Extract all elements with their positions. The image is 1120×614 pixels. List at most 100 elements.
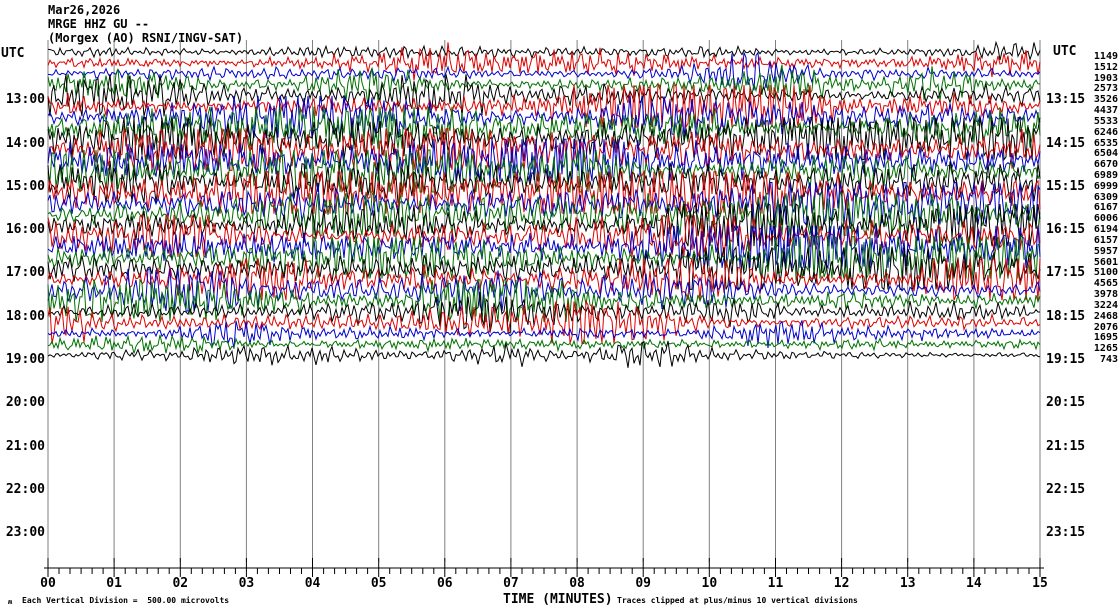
trace-row-1200 [47,40,1041,62]
amplitude-value: 6999 [1093,180,1118,192]
utc-header-right: UTC [1053,44,1077,59]
right-time-label: 21:15 [1046,438,1086,454]
left-time-label: 20:00 [5,395,45,411]
left-time-label: 18:00 [5,308,45,324]
amplitude-value: 6194 [1093,224,1118,236]
trace-lines [47,40,1041,368]
trace-row-1445 [47,149,1041,194]
left-time-label: 22:00 [5,481,45,497]
amplitude-value: 6157 [1093,234,1118,246]
header-station: MRGE HHZ GU -- [48,17,150,31]
amplitude-value: 5957 [1093,245,1118,257]
right-time-label: 23:15 [1046,525,1086,541]
x-tick-label: 02 [172,576,189,591]
x-tick-label: 01 [106,576,122,591]
amplitude-value: 3978 [1093,289,1118,301]
amplitude-value: 6535 [1093,137,1118,149]
right-time-label: 16:15 [1046,222,1086,238]
amplitude-value: 2076 [1093,321,1118,333]
left-time-label: 13:00 [5,92,45,108]
header-location: (Morgex (AO) RSNI/INGV-SAT) [48,31,244,45]
trace-row-1400 [47,116,1041,162]
amplitude-value: 6504 [1093,148,1118,160]
amplitude-value: 4565 [1093,278,1118,290]
right-time-label: 13:15 [1046,92,1086,108]
right-time-label: 19:15 [1046,351,1086,367]
trace-row-1845 [47,334,1041,354]
right-time-label: 14:15 [1046,135,1086,151]
left-time-label: 15:00 [5,178,45,194]
clip-note: Traces clipped at plus/minus 10 vertical… [617,596,858,605]
left-time-label: 14:00 [5,135,45,151]
trace-row-1900 [47,340,1041,368]
amplitude-value: 1695 [1093,332,1118,344]
corner-mark: ʍ [8,598,13,606]
x-tick-label: 04 [304,576,321,591]
amplitude-value: 6246 [1093,126,1118,138]
x-tick-label: 10 [701,576,718,591]
left-time-label: 17:00 [5,265,45,281]
trace-row-1345 [47,106,1041,150]
amplitude-value: 1149 [1093,51,1118,62]
x-tick-label: 11 [767,576,784,591]
trace-row-1300 [47,74,1041,117]
x-tick-label: 08 [569,576,585,591]
trace-row-1730 [47,268,1041,312]
trace-row-1415 [47,127,1041,173]
amplitude-value: 1903 [1093,72,1118,84]
amplitude-value: 6309 [1093,191,1118,203]
utc-header-left: UTC [1,46,25,61]
right-time-label: 20:15 [1046,395,1086,411]
x-tick-label: 07 [503,576,519,591]
amplitude-value: 743 [1099,353,1118,365]
header-date: Mar26,2026 [48,3,121,17]
trace-row-1545 [47,192,1041,236]
amplitude-value: 6989 [1093,170,1118,182]
x-tick-label: 14 [966,576,982,591]
x-axis-title: TIME (MINUTES) [503,592,613,607]
amplitude-value: 2573 [1093,83,1118,95]
x-tick-label: 15 [1032,576,1048,591]
trace-row-1430 [47,138,1041,183]
trace-row-1315 [47,84,1041,129]
amplitude-value: 6006 [1093,213,1118,225]
amplitude-value: 3526 [1093,94,1118,106]
trace-row-1615 [47,213,1041,258]
trace-row-1800 [48,291,1040,334]
x-tick-label: 09 [635,576,652,591]
trace-row-1645 [47,235,1041,281]
trace-row-1530 [47,182,1041,226]
x-tick-label: 12 [833,576,850,591]
amplitude-value: 5533 [1093,115,1118,127]
amplitude-value: 1512 [1093,61,1118,73]
amplitude-value: 1265 [1093,343,1118,355]
trace-row-1600 [47,202,1041,248]
x-axis-ruler [44,558,1044,577]
right-time-label: 17:15 [1046,265,1086,281]
x-tick-label: 06 [436,576,453,591]
trace-row-1215 [47,42,1041,81]
trace-row-1245 [47,64,1041,106]
trace-row-1230 [48,51,1041,91]
left-time-label: 16:00 [5,222,45,238]
x-tick-label: 00 [40,576,56,591]
amplitude-value: 5100 [1093,267,1118,279]
trace-row-1815 [47,299,1041,344]
right-time-label: 15:15 [1046,178,1086,194]
right-time-label: 22:15 [1046,481,1086,497]
x-tick-label: 03 [238,576,255,591]
amplitude-value: 6670 [1093,159,1118,171]
amplitude-value: 6167 [1093,202,1118,214]
x-tick-label: 05 [370,576,387,591]
right-time-label: 18:15 [1046,308,1086,324]
amplitude-value: 3224 [1093,299,1118,311]
trace-row-1630 [47,223,1041,270]
trace-row-1745 [47,278,1041,322]
vertical-scale-note: Each Vertical Division = 500.00 microvol… [22,596,230,605]
trace-row-1500 [47,160,1041,203]
amplitude-value: 2468 [1093,310,1118,322]
left-time-label: 23:00 [5,525,45,541]
amplitude-value: 5601 [1093,256,1118,268]
